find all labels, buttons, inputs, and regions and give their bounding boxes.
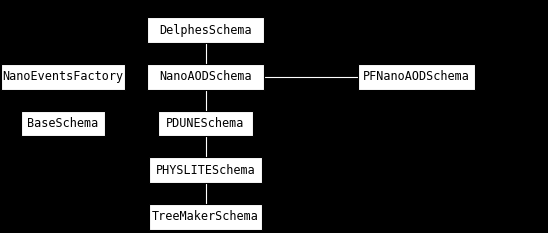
- Text: PHYSLITESchema: PHYSLITESchema: [156, 164, 255, 177]
- Text: TreeMakerSchema: TreeMakerSchema: [152, 210, 259, 223]
- FancyBboxPatch shape: [149, 157, 262, 183]
- FancyBboxPatch shape: [147, 17, 265, 43]
- Text: DelphesSchema: DelphesSchema: [159, 24, 252, 37]
- Text: BaseSchema: BaseSchema: [27, 117, 99, 130]
- FancyBboxPatch shape: [149, 204, 262, 230]
- Text: PDUNESchema: PDUNESchema: [166, 117, 245, 130]
- FancyBboxPatch shape: [147, 64, 265, 90]
- FancyBboxPatch shape: [357, 64, 475, 90]
- FancyBboxPatch shape: [21, 111, 105, 136]
- Text: NanoEventsFactory: NanoEventsFactory: [2, 70, 124, 83]
- FancyBboxPatch shape: [158, 111, 253, 136]
- FancyBboxPatch shape: [2, 64, 125, 90]
- Text: NanoAODSchema: NanoAODSchema: [159, 70, 252, 83]
- Text: PFNanoAODSchema: PFNanoAODSchema: [363, 70, 470, 83]
